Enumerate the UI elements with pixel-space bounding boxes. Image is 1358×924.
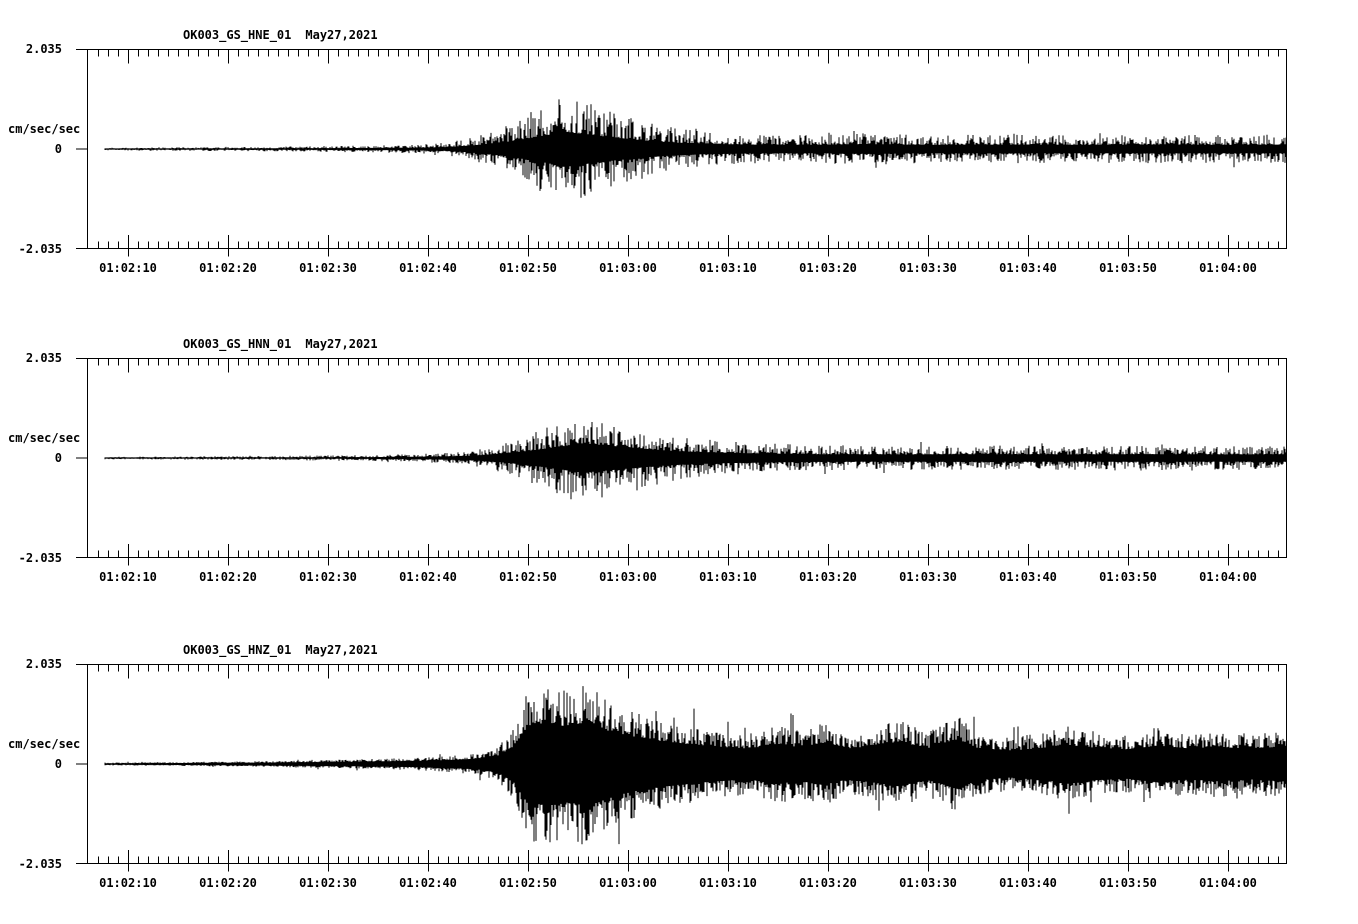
x-tick-label: 01:02:10 bbox=[99, 570, 157, 584]
x-axis-labels: 01:02:10 01:02:20 01:02:30 01:02:40 01:02:50… bbox=[87, 570, 1287, 584]
x-tick-label: 01:03:50 bbox=[1099, 261, 1157, 275]
station-channel-label: OK003_GS_HNE_01 bbox=[183, 28, 292, 42]
x-tick-label: 01:03:30 bbox=[899, 876, 957, 890]
x-axis-labels: 01:02:10 01:02:20 01:02:30 01:02:40 01:02:50… bbox=[87, 261, 1287, 275]
panel-title: OK003_GS_HNN_01 May27,2021 bbox=[183, 337, 378, 351]
x-tick-label: 01:02:30 bbox=[299, 876, 357, 890]
y-max-label: 2.035 bbox=[25, 351, 62, 365]
y-unit-label: cm/sec/sec bbox=[8, 122, 81, 136]
x-tick-label: 01:03:20 bbox=[799, 876, 857, 890]
x-tick-label: 01:02:40 bbox=[399, 570, 457, 584]
panel-title: OK003_GS_HNE_01 May27,2021 bbox=[183, 28, 378, 42]
x-tick-label: 01:02:50 bbox=[499, 261, 557, 275]
x-tick-label: 01:03:10 bbox=[699, 261, 757, 275]
y-min-label: -2.035 bbox=[18, 242, 62, 256]
x-tick-label: 01:03:20 bbox=[799, 570, 857, 584]
date-label: May27,2021 bbox=[305, 28, 378, 42]
x-tick-label: 01:02:10 bbox=[99, 876, 157, 890]
x-tick-label: 01:02:50 bbox=[499, 876, 557, 890]
x-tick-label: 01:03:40 bbox=[999, 261, 1057, 275]
x-tick-label: 01:03:00 bbox=[599, 876, 657, 890]
x-axis-labels: 01:02:10 01:02:20 01:02:30 01:02:40 01:02:50… bbox=[87, 876, 1287, 890]
x-tick-label: 01:03:30 bbox=[899, 570, 957, 584]
x-tick-label: 01:03:40 bbox=[999, 570, 1057, 584]
x-tick-label: 01:02:30 bbox=[299, 261, 357, 275]
waveform-trace bbox=[104, 686, 1287, 845]
x-tick-label: 01:03:10 bbox=[699, 876, 757, 890]
waveform-trace bbox=[104, 99, 1287, 198]
axis-ticks bbox=[76, 664, 1279, 872]
x-tick-label: 01:03:00 bbox=[599, 570, 657, 584]
station-channel-label: OK003_GS_HNZ_01 bbox=[183, 643, 292, 657]
x-tick-label: 01:02:20 bbox=[199, 261, 257, 275]
x-tick-label: 01:03:00 bbox=[599, 261, 657, 275]
x-tick-label: 01:02:40 bbox=[399, 261, 457, 275]
date-label: May27,2021 bbox=[305, 643, 378, 657]
x-tick-label: 01:03:10 bbox=[699, 570, 757, 584]
station-channel-label: OK003_GS_HNN_01 bbox=[183, 337, 292, 351]
y-min-label: -2.035 bbox=[18, 857, 62, 871]
y-unit-label: cm/sec/sec bbox=[8, 431, 81, 445]
x-tick-label: 01:02:40 bbox=[399, 876, 457, 890]
x-tick-label: 01:02:20 bbox=[199, 570, 257, 584]
x-tick-label: 01:02:30 bbox=[299, 570, 357, 584]
waveform-plot bbox=[76, 49, 1287, 257]
y-zero-label: 0 bbox=[54, 142, 62, 156]
y-max-label: 2.035 bbox=[25, 657, 62, 671]
y-min-label: -2.035 bbox=[18, 551, 62, 565]
x-tick-label: 01:04:00 bbox=[1199, 876, 1257, 890]
waveform-trace bbox=[104, 422, 1287, 500]
x-tick-label: 01:03:50 bbox=[1099, 570, 1157, 584]
x-tick-label: 01:04:00 bbox=[1199, 570, 1257, 584]
panel-title: OK003_GS_HNZ_01 May27,2021 bbox=[183, 643, 378, 657]
axis-ticks bbox=[76, 358, 1279, 566]
x-tick-label: 01:03:20 bbox=[799, 261, 857, 275]
y-zero-label: 0 bbox=[54, 451, 62, 465]
waveform-plot bbox=[76, 664, 1287, 872]
axis-ticks bbox=[76, 49, 1279, 257]
x-tick-label: 01:02:10 bbox=[99, 261, 157, 275]
y-unit-label: cm/sec/sec bbox=[8, 737, 81, 751]
x-tick-label: 01:02:50 bbox=[499, 570, 557, 584]
x-tick-label: 01:04:00 bbox=[1199, 261, 1257, 275]
x-tick-label: 01:03:50 bbox=[1099, 876, 1157, 890]
x-tick-label: 01:02:20 bbox=[199, 876, 257, 890]
waveform-plot bbox=[76, 358, 1287, 566]
y-zero-label: 0 bbox=[54, 757, 62, 771]
x-tick-label: 01:03:40 bbox=[999, 876, 1057, 890]
x-tick-label: 01:03:30 bbox=[899, 261, 957, 275]
y-max-label: 2.035 bbox=[25, 42, 62, 56]
date-label: May27,2021 bbox=[305, 337, 378, 351]
